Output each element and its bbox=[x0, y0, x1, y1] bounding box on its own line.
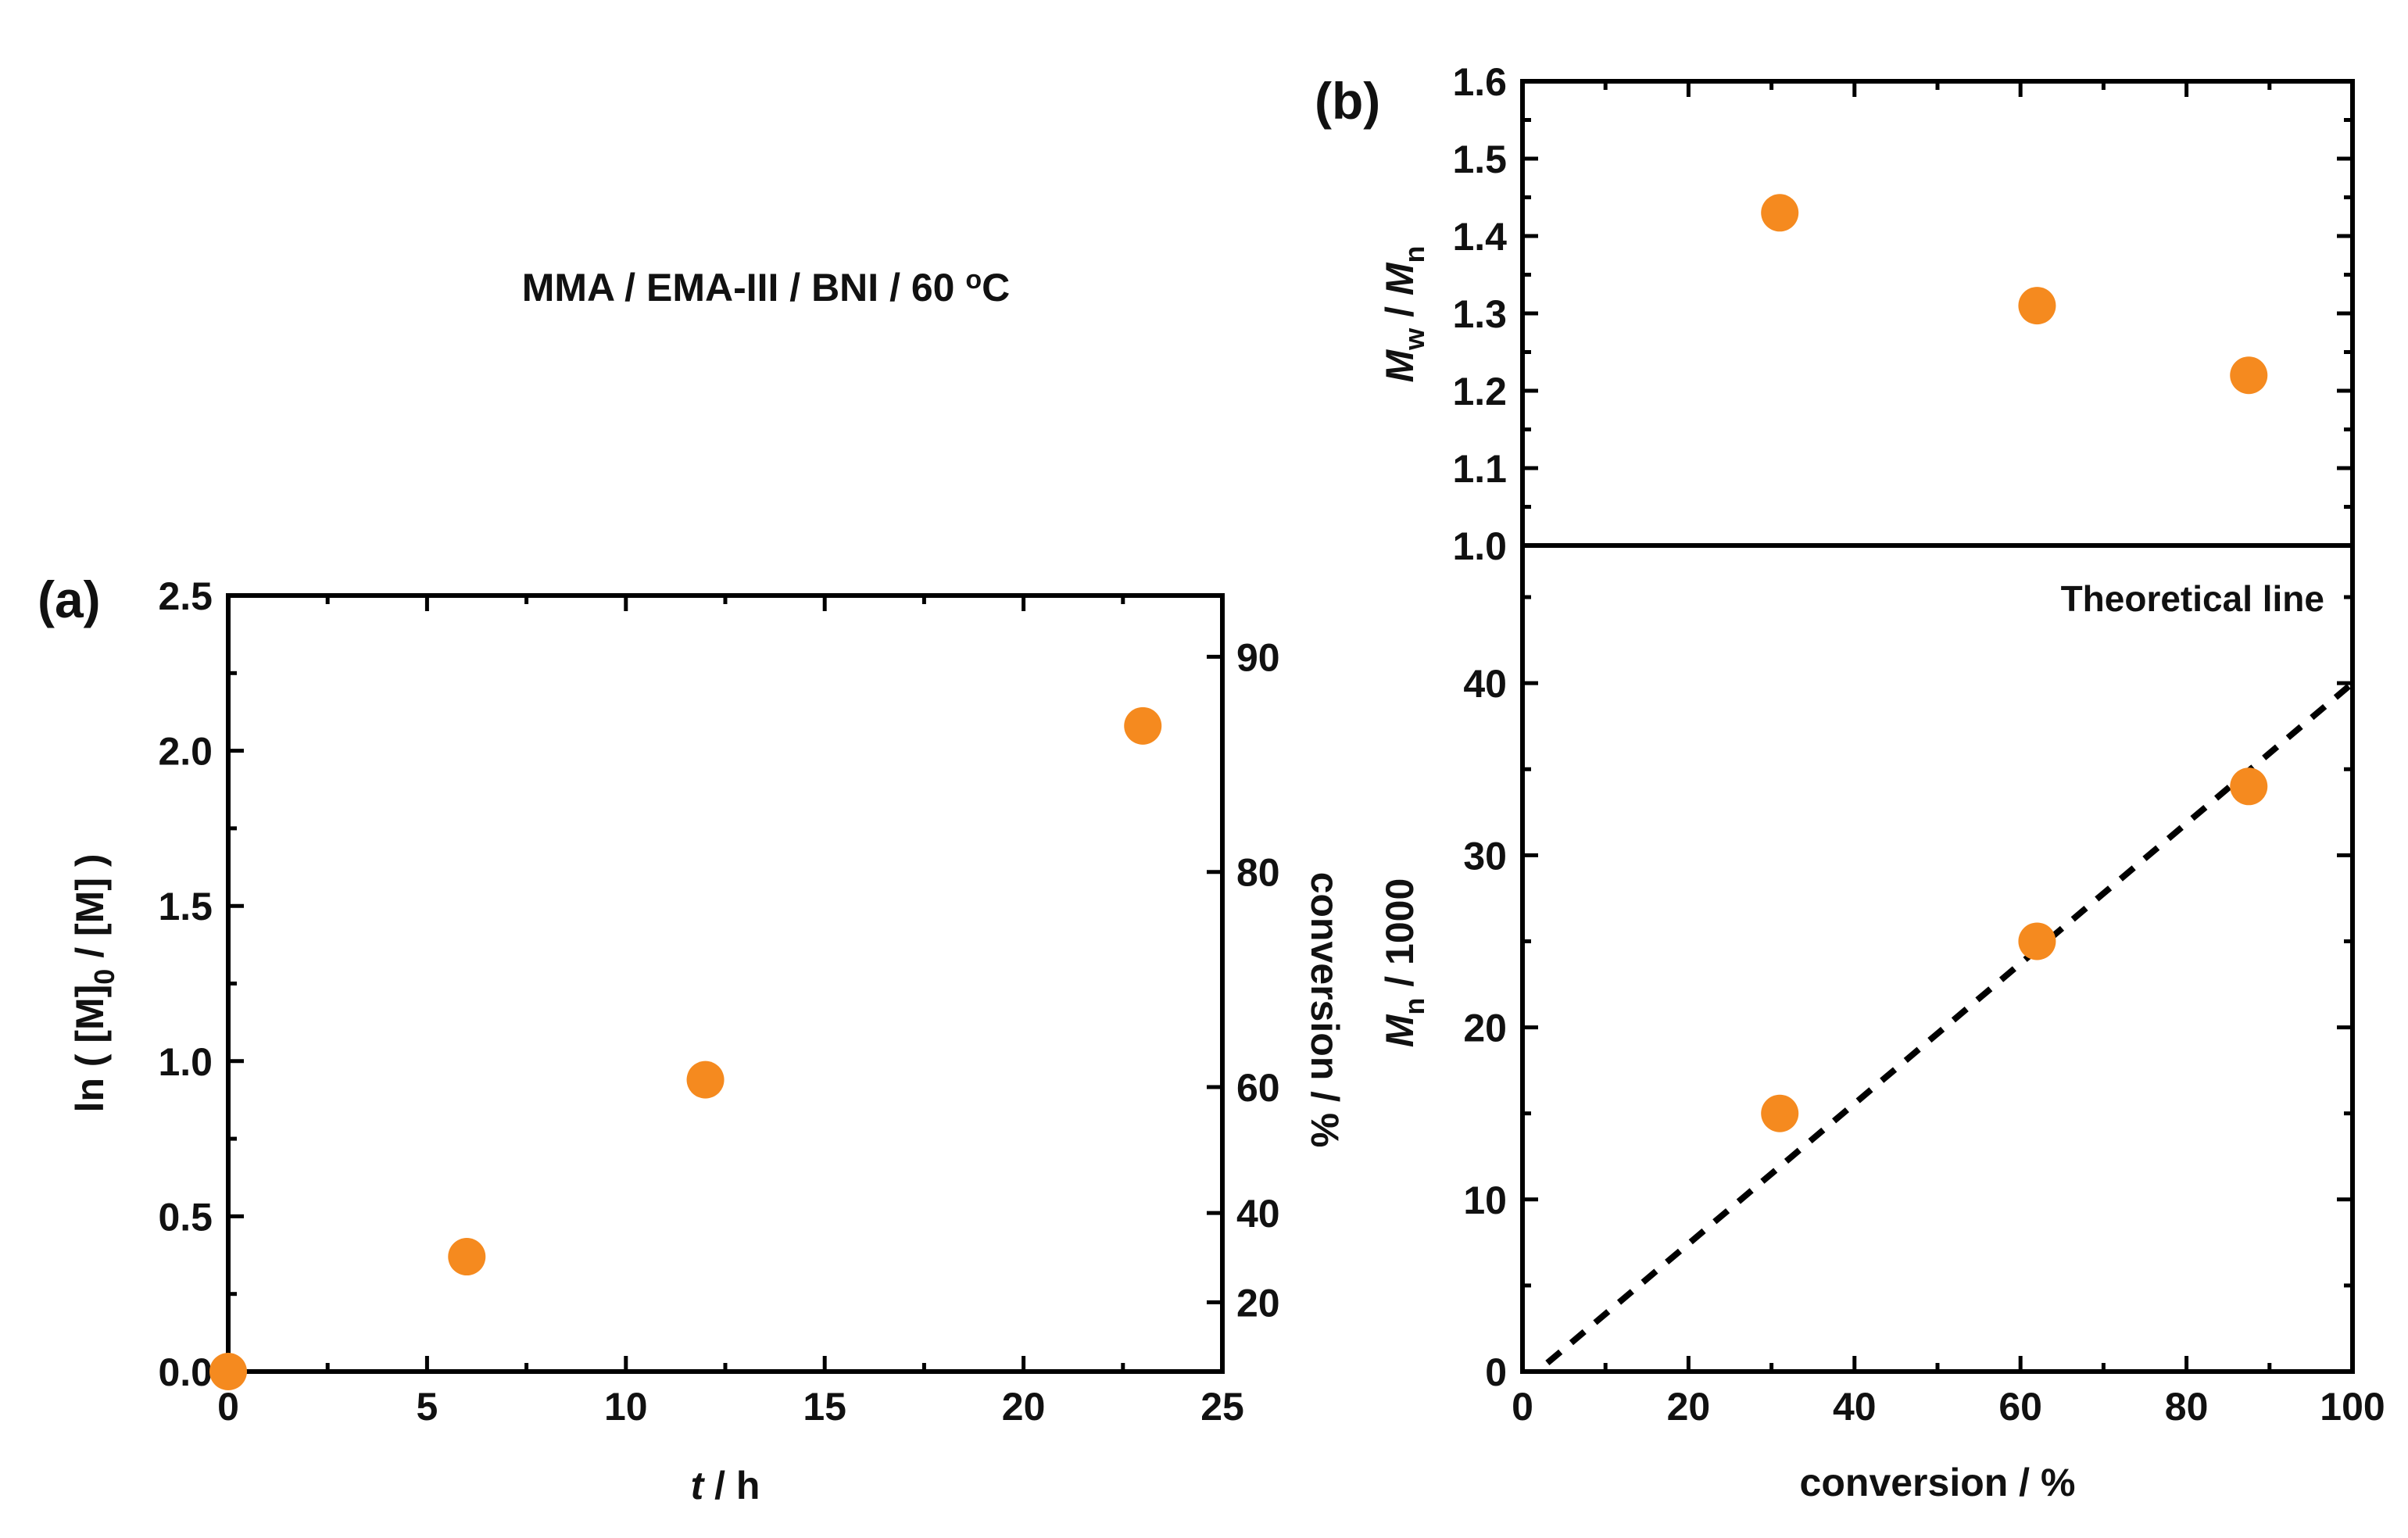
panel-a-x-tick-label: 15 bbox=[803, 1385, 846, 1429]
panel-b-bottom-x-tick-label: 0 bbox=[1512, 1385, 1533, 1429]
panel-b-x-axis-title: conversion / % bbox=[1800, 1461, 2076, 1504]
panel-b-top-y-tick-label: 1.5 bbox=[1452, 138, 1507, 181]
panel-b-top-y-ticks: 1.0 1.1 1.2 1.3 1.4 1.5 1.6 bbox=[1452, 60, 2353, 568]
panel-b-bottom-frame bbox=[1520, 543, 2355, 1374]
panel-a-data-point bbox=[1124, 706, 1162, 745]
panel-b-bottom-y-tick-label: 40 bbox=[1463, 662, 1507, 706]
panel-a-annotation: MMA / EMA-III / BNI / 60 oC bbox=[522, 265, 1011, 309]
panel-b-bottom-x-tick-label: 60 bbox=[1998, 1385, 2042, 1429]
panel-a-y-tick-label: 0.0 bbox=[158, 1350, 213, 1394]
panel-b-bottom-x-tick-label: 80 bbox=[2165, 1385, 2209, 1429]
panel-a-data-point bbox=[448, 1238, 486, 1276]
panel-b-bottom-x-ticks: 0 20 40 60 80 100 bbox=[1512, 1356, 2385, 1429]
panel-a-frame bbox=[226, 593, 1225, 1374]
panel-a-y2-tick-label: 80 bbox=[1236, 851, 1280, 895]
panel-a-y-tick-label: 1.5 bbox=[158, 885, 213, 928]
panel-a-y2-tick-label: 20 bbox=[1236, 1281, 1280, 1325]
panel-b-bottom-y-tick-label: 20 bbox=[1463, 1007, 1507, 1050]
panel-b-bottom-y-axis-title: Mn / 1000 bbox=[1378, 878, 1430, 1048]
panel-b-top-frame bbox=[1520, 79, 2355, 548]
panel-a: (a) MMA / EMA-III / BNI / 60 oC 0 5 10 15 20… bbox=[38, 265, 1347, 1508]
panel-b-top-y-tick-label: 1.4 bbox=[1452, 215, 1507, 259]
panel-b-bottom-y-tick-label: 30 bbox=[1463, 834, 1507, 878]
panel-a-x-tick-label: 5 bbox=[416, 1385, 438, 1429]
theoretical-line-path bbox=[1545, 681, 2355, 1366]
theoretical-line bbox=[1545, 681, 2355, 1366]
panel-b-top-data-point bbox=[1761, 194, 1799, 232]
theoretical-line-label: Theoretical line bbox=[2061, 578, 2324, 619]
panel-b-bottom-data-point bbox=[2230, 767, 2268, 806]
panel-b-top-y-tick-label: 1.0 bbox=[1452, 524, 1507, 568]
panel-b-bottom-x-tick-label: 40 bbox=[1833, 1385, 1877, 1429]
panel-b-bottom-points bbox=[1761, 767, 2268, 1132]
panel-a-y-axis-title: ln ( [M]0 / [M] ) bbox=[68, 853, 120, 1112]
panel-a-label: (a) bbox=[38, 570, 101, 628]
panel-b-bottom-y-tick-label: 0 bbox=[1485, 1350, 1507, 1394]
panel-a-x-tick-label: 20 bbox=[1002, 1385, 1046, 1429]
panel-a-y-tick-label: 2.5 bbox=[158, 574, 213, 618]
panel-b-top-y-axis-title: Mw / Mn bbox=[1378, 245, 1430, 382]
panel-b-top-data-point bbox=[2018, 287, 2056, 325]
panel-a-x-ticks: 0 5 10 15 20 25 bbox=[217, 596, 1244, 1429]
panel-b-top-data-point bbox=[2230, 356, 2268, 395]
panel-b-bottom-x-tick-label: 100 bbox=[2320, 1385, 2385, 1429]
panel-a-x-tick-label: 0 bbox=[217, 1385, 239, 1429]
panel-a-y2-tick-label: 40 bbox=[1236, 1192, 1280, 1236]
panel-a-y-ticks: 0.0 0.5 1.0 1.5 2.0 2.5 bbox=[158, 574, 244, 1394]
panel-a-data-point bbox=[686, 1061, 725, 1099]
panel-b-top-x-ticks bbox=[1520, 81, 2355, 97]
panel-b-top-y-tick-label: 1.2 bbox=[1452, 370, 1507, 413]
panel-a-x-tick-label: 10 bbox=[604, 1385, 648, 1429]
panel-b-top-points bbox=[1761, 194, 2268, 395]
panel-a-x-tick-label: 25 bbox=[1200, 1385, 1244, 1429]
panel-b-bottom-y-tick-label: 10 bbox=[1463, 1179, 1507, 1222]
panel-b-top-y-tick-label: 1.1 bbox=[1452, 447, 1507, 491]
panel-a-y2-tick-label: 60 bbox=[1236, 1066, 1280, 1110]
panel-a-y-tick-label: 2.0 bbox=[158, 730, 213, 774]
panel-b-top-y-tick-label: 1.6 bbox=[1452, 60, 1507, 104]
panel-a-y2-axis-title: conversion / % bbox=[1303, 872, 1347, 1148]
panel-b-bottom-data-point bbox=[1761, 1094, 1799, 1132]
panel-a-data-point bbox=[209, 1353, 247, 1390]
panel-b-top: (b) 1.0 1.1 1.2 1.3 1.4 1.5 1.6 Mw / Mn bbox=[1315, 60, 2355, 568]
panel-b-label: (b) bbox=[1315, 72, 1380, 130]
panel-a-points bbox=[209, 706, 1162, 1390]
panel-a-y2-ticks: 20 40 60 80 90 bbox=[1207, 635, 1280, 1325]
panel-b-bottom-y-ticks: 0 10 20 30 40 bbox=[1463, 595, 2353, 1394]
panel-a-x-axis-title: t / h bbox=[691, 1464, 760, 1508]
panel-a-y-tick-label: 1.0 bbox=[158, 1040, 213, 1084]
panel-b-bottom-data-point bbox=[2018, 922, 2056, 960]
panel-b-bottom-x-tick-label: 20 bbox=[1667, 1385, 1711, 1429]
panel-a-y2-tick-label: 90 bbox=[1236, 635, 1280, 679]
panel-a-y-tick-label: 0.5 bbox=[158, 1195, 213, 1239]
panel-b-top-y-tick-label: 1.3 bbox=[1452, 292, 1507, 336]
